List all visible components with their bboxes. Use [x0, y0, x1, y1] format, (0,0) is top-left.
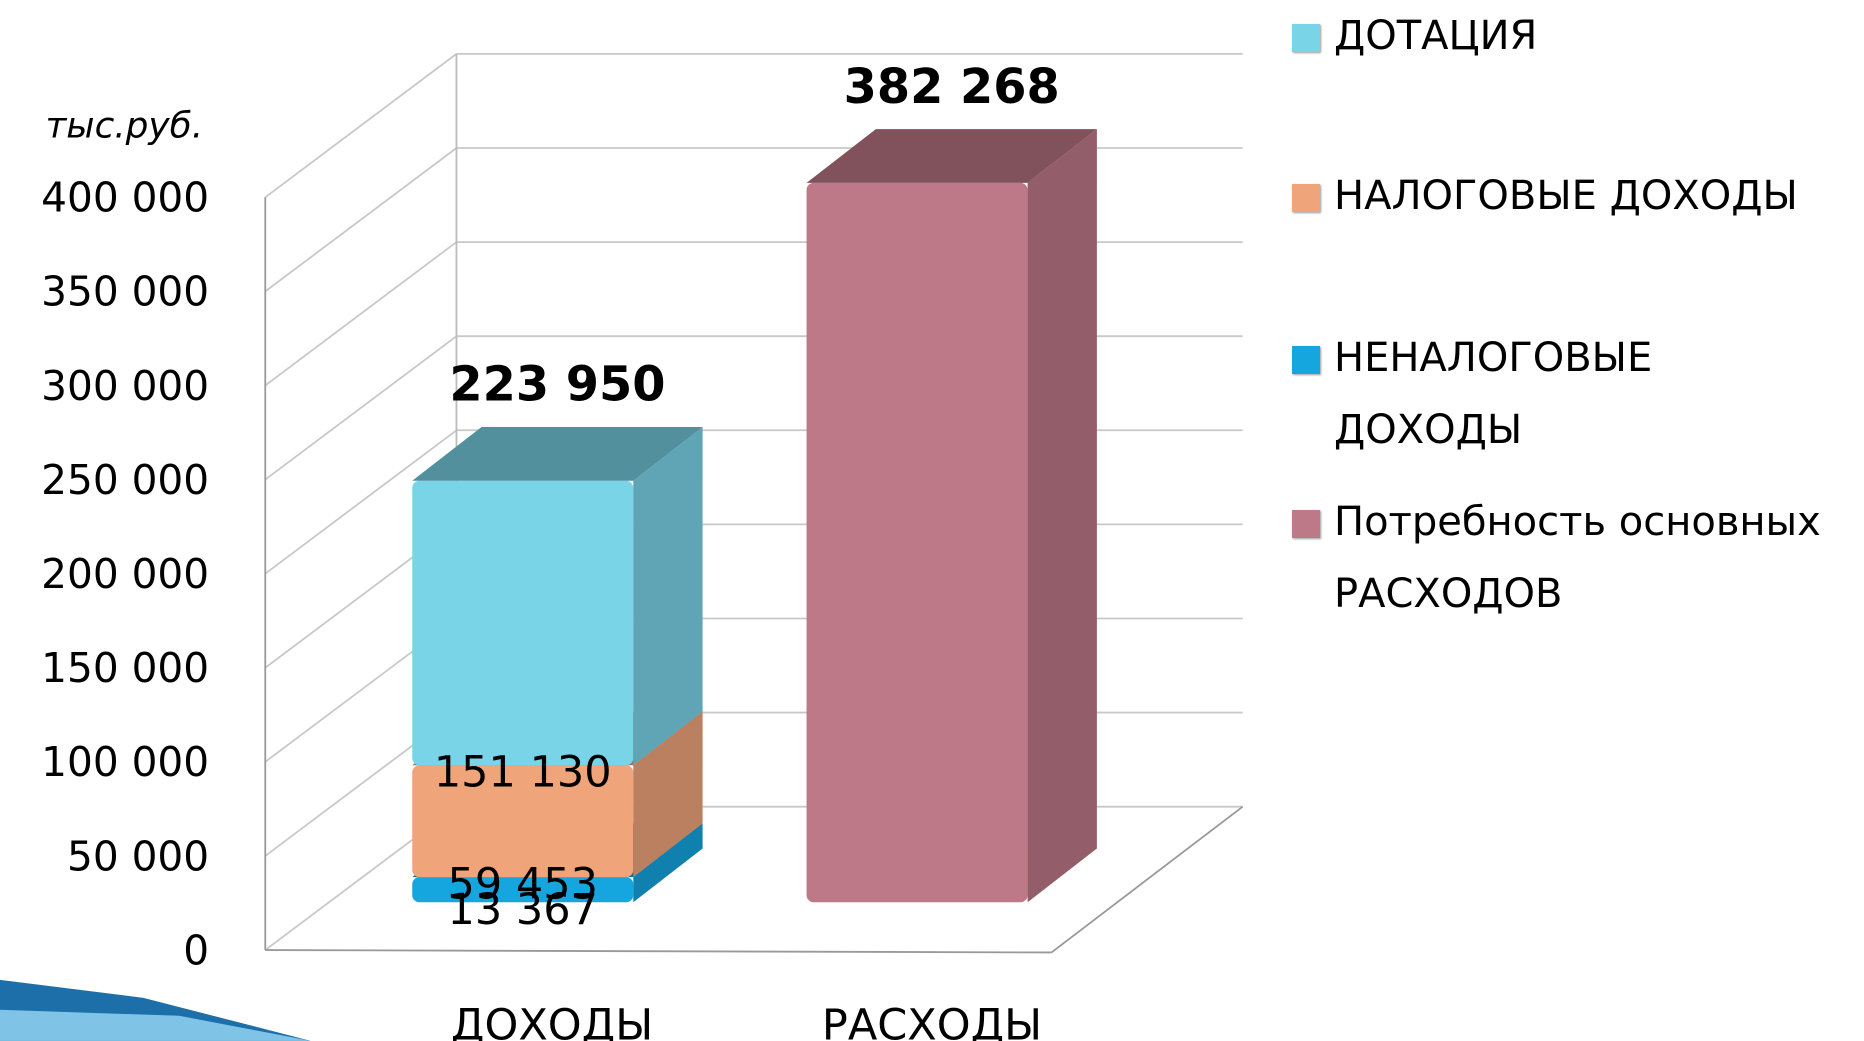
bar-front	[412, 480, 634, 766]
y-tick-label: 150 000	[41, 644, 209, 692]
data-label: 382 268	[844, 60, 1060, 115]
grid-line-side	[264, 53, 457, 199]
y-tick-label: 200 000	[41, 550, 209, 598]
legend-swatch	[1292, 24, 1320, 52]
legend-swatch	[1292, 184, 1320, 212]
legend-label: НЕНАЛОГОВЫЕ ДОХОДЫ	[1334, 335, 1653, 453]
x-tick-label: ДОХОДЫ	[451, 1001, 653, 1041]
grid-line-side	[264, 147, 457, 293]
legend-label: НАЛОГОВЫЕ ДОХОДЫ	[1334, 173, 1798, 219]
legend-item: НАЛОГОВЫЕ ДОХОДЫ	[1292, 160, 1798, 232]
legend-item: ДОТАЦИЯ	[1292, 0, 1537, 72]
bar-front	[412, 765, 634, 878]
y-axis-unit: тыс.руб.	[45, 106, 203, 147]
y-tick-label: 250 000	[41, 456, 209, 504]
decor-swoosh-light	[0, 1009, 311, 1041]
y-tick-label: 300 000	[41, 362, 209, 410]
legend-swatch	[1292, 346, 1320, 374]
data-label: 59 453	[448, 860, 598, 910]
y-tick-label: 100 000	[41, 738, 209, 786]
y-tick-label: 400 000	[41, 174, 209, 222]
x-tick-label: РАСХОДЫ	[822, 1001, 1042, 1041]
legend-swatch	[1292, 510, 1320, 538]
bar-top	[806, 129, 1097, 183]
grid-line-side	[264, 429, 457, 575]
floor-front	[265, 949, 1052, 954]
bar-side	[633, 427, 703, 766]
y-tick-label: 350 000	[41, 268, 209, 316]
bar-front	[412, 877, 634, 903]
legend-item: Потребность основных РАСХОДОВ	[1292, 486, 1854, 630]
data-label: 13 367	[448, 885, 598, 935]
bar-side	[633, 823, 703, 903]
data-label: 151 130	[434, 748, 612, 798]
bar-front	[806, 182, 1028, 903]
y-tick-label: 0	[183, 926, 209, 974]
legend-item: НЕНАЛОГОВЫЕ ДОХОДЫ	[1292, 322, 1754, 466]
legend-label: Потребность основных РАСХОДОВ	[1334, 499, 1821, 617]
grid-line-side	[264, 335, 457, 481]
y-tick-label: 50 000	[67, 832, 209, 880]
bar-top	[412, 427, 703, 481]
bar-side	[633, 711, 703, 878]
floor-right	[1050, 805, 1244, 954]
grid-line-side	[264, 241, 457, 387]
bar-side	[1027, 129, 1097, 903]
legend-label: ДОТАЦИЯ	[1334, 13, 1538, 59]
total-label: 223 950	[449, 358, 665, 413]
